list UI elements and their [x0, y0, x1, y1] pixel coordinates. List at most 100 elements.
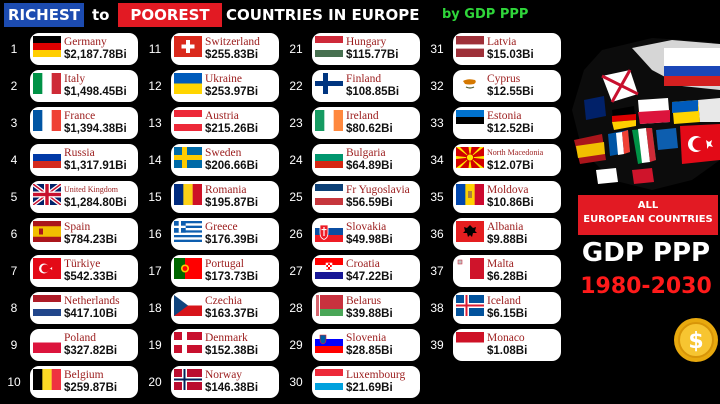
country-row: 11 Switzerland $255.83Bi — [141, 33, 282, 65]
rank-number: 28 — [289, 301, 303, 315]
gdp-value: $784.23Bi — [64, 234, 118, 246]
country-card: Ireland $80.62Bi — [312, 107, 420, 139]
country-row: 15 Romania $195.87Bi — [141, 181, 282, 213]
country-card: Albania $9.88Bi — [453, 218, 561, 250]
gdp-value: $21.69Bi — [346, 382, 393, 394]
country-card: Türkiye $542.33Bi — [30, 255, 138, 287]
sk-flag-icon — [315, 221, 343, 242]
country-name: Estonia — [487, 110, 522, 122]
country-row: 1 Germany $2,187.78Bi — [0, 33, 141, 65]
gdp-value: $12.07Bi — [487, 160, 534, 172]
gdp-value: $12.55Bi — [487, 86, 534, 98]
country-name: Ireland — [346, 110, 379, 122]
country-card: Poland $327.82Bi — [30, 329, 138, 361]
country-row: 20 Norway $146.38Bi — [141, 366, 282, 398]
country-row: 5 United Kingdom $1,284.80Bi — [0, 181, 141, 213]
country-row: 28 Belarus $39.88Bi — [282, 292, 423, 324]
country-name: Sweden — [205, 147, 242, 159]
country-card: Belgium $259.87Bi — [30, 366, 138, 398]
country-row: 3 France $1,394.38Bi — [0, 107, 141, 139]
gdp-value: $176.39Bi — [205, 234, 259, 246]
country-row: 7 Türkiye $542.33Bi — [0, 255, 141, 287]
country-name: Luxembourg — [346, 369, 406, 381]
country-name: Monaco — [487, 332, 525, 344]
country-name: Iceland — [487, 295, 521, 307]
mt-flag-icon — [456, 258, 484, 279]
country-name: Netherlands — [64, 295, 120, 307]
country-card: Russia $1,317.91Bi — [30, 144, 138, 176]
gdp-value: $255.83Bi — [205, 49, 259, 61]
country-card: Fr Yugoslavia $56.59Bi — [312, 181, 420, 213]
rank-number: 1 — [10, 42, 18, 56]
country-name: Albania — [487, 221, 524, 233]
dk-flag-icon — [174, 332, 202, 353]
country-row: 34 North Macedonia $12.07Bi — [423, 144, 564, 176]
country-card: Norway $146.38Bi — [171, 366, 279, 398]
es-flag-icon — [33, 221, 61, 242]
country-name: Romania — [205, 184, 247, 196]
tr-flag-icon — [33, 258, 61, 279]
nl-flag-icon — [33, 295, 61, 316]
country-row: 38 Iceland $6.15Bi — [423, 292, 564, 324]
title-richest: RICHEST — [4, 3, 84, 27]
rank-number: 22 — [289, 79, 303, 93]
gdp-value: $6.28Bi — [487, 271, 528, 283]
gdp-value: $1,317.91Bi — [64, 160, 127, 172]
country-card: Italy $1,498.45Bi — [30, 70, 138, 102]
is-flag-icon — [456, 295, 484, 316]
gdp-value: $1,394.38Bi — [64, 123, 127, 135]
country-name: Malta — [487, 258, 514, 270]
rank-number: 6 — [10, 227, 18, 241]
country-name: Norway — [205, 369, 243, 381]
rank-number: 15 — [148, 190, 162, 204]
cz-flag-icon — [174, 295, 202, 316]
tag-line-all: ALL — [637, 200, 659, 211]
country-row: 9 Poland $327.82Bi — [0, 329, 141, 361]
rank-number: 24 — [289, 153, 303, 167]
dollar-coin-icon: $ — [674, 318, 718, 362]
country-row: 32 Cyprus $12.55Bi — [423, 70, 564, 102]
country-card: Luxembourg $21.69Bi — [312, 366, 420, 398]
country-name: United Kingdom — [64, 185, 118, 194]
rank-number: 4 — [10, 153, 18, 167]
country-name: Bulgaria — [346, 147, 386, 159]
rank-number: 9 — [10, 338, 18, 352]
country-name: Cyprus — [487, 73, 521, 85]
yu-flag-icon — [315, 184, 343, 205]
all-european-countries-tag: ALL EUROPEAN COUNTRIES — [578, 195, 718, 235]
country-row: 35 Moldova $10.86Bi — [423, 181, 564, 213]
gb-flag-icon — [33, 184, 61, 205]
gdp-ppp-heading: GDP PPP — [581, 238, 711, 268]
gdp-value: $47.22Bi — [346, 271, 393, 283]
country-row: 23 Ireland $80.62Bi — [282, 107, 423, 139]
gdp-value: $10.86Bi — [487, 197, 534, 209]
rank-number: 19 — [148, 338, 162, 352]
country-name: North Macedonia — [487, 148, 544, 157]
gdp-value: $327.82Bi — [64, 345, 118, 357]
country-name: Italy — [64, 73, 86, 85]
country-card: Denmark $152.38Bi — [171, 329, 279, 361]
gr-flag-icon — [174, 221, 202, 242]
gdp-value: $253.97Bi — [205, 86, 259, 98]
country-row: 29 Slovenia $28.85Bi — [282, 329, 423, 361]
country-name: Slovakia — [346, 221, 387, 233]
country-card: Monaco $1.08Bi — [453, 329, 561, 361]
rank-number: 11 — [148, 42, 162, 56]
rank-number: 18 — [148, 301, 162, 315]
country-name: Belgium — [64, 369, 104, 381]
title-poorest: POOREST — [118, 3, 222, 27]
country-card: Estonia $12.52Bi — [453, 107, 561, 139]
country-card: Slovenia $28.85Bi — [312, 329, 420, 361]
country-name: Russia — [64, 147, 95, 159]
hr-flag-icon — [315, 258, 343, 279]
gdp-value: $1.08Bi — [487, 345, 528, 357]
se-flag-icon — [174, 147, 202, 168]
country-card: Portugal $173.73Bi — [171, 255, 279, 287]
gdp-value: $259.87Bi — [64, 382, 118, 394]
cy-flag-icon — [456, 73, 484, 94]
country-row: 4 Russia $1,317.91Bi — [0, 144, 141, 176]
country-row: 19 Denmark $152.38Bi — [141, 329, 282, 361]
be-flag-icon — [33, 369, 61, 390]
country-card: Belarus $39.88Bi — [312, 292, 420, 324]
country-name: Türkiye — [64, 258, 101, 270]
